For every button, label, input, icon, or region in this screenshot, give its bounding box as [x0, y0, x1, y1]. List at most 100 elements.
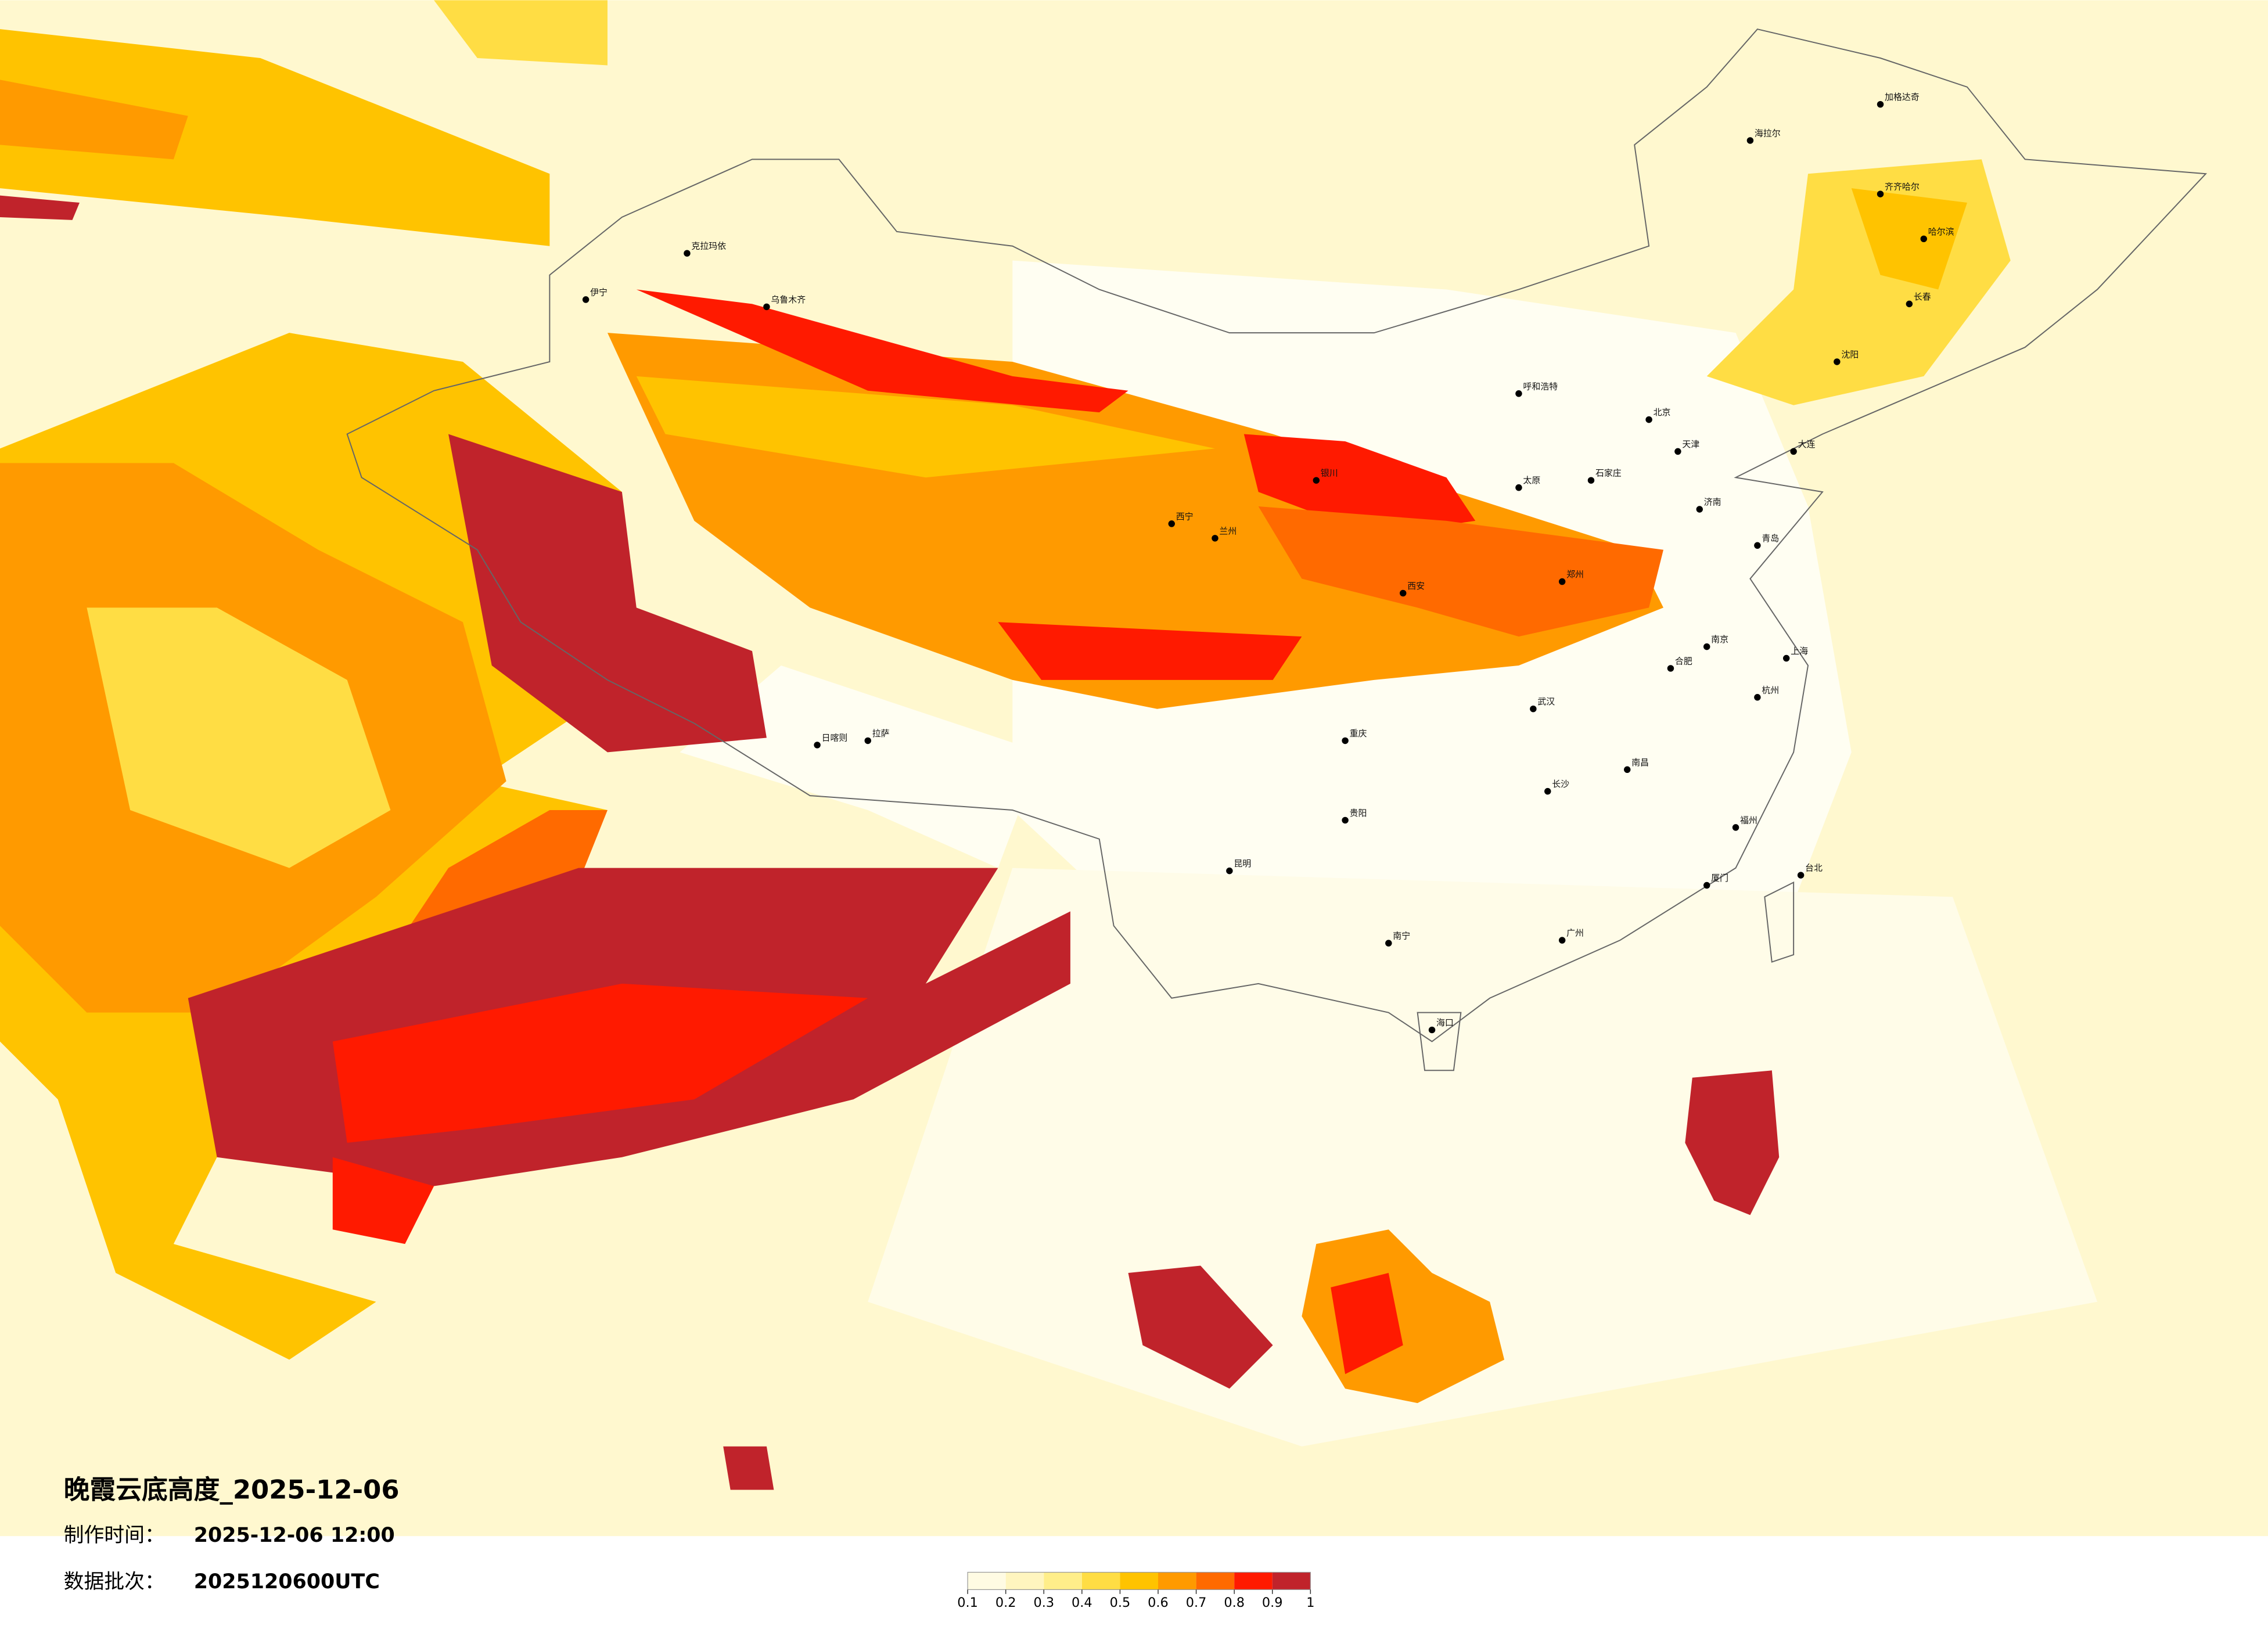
city-label: 杭州	[1762, 685, 1779, 695]
city-label: 齐齐哈尔	[1885, 182, 1920, 192]
city-dot	[1226, 867, 1233, 875]
city-label: 台北	[1805, 863, 1823, 873]
city-dot	[1877, 100, 1884, 108]
city-label: 日喀则	[822, 732, 848, 743]
city-dot	[1834, 358, 1841, 365]
city-dot	[1797, 872, 1805, 879]
colorbar-bin	[1272, 1572, 1311, 1590]
city-dot	[1515, 390, 1522, 397]
city-label: 乌鲁木齐	[771, 294, 806, 305]
city-label: 石家庄	[1595, 468, 1622, 479]
city-dot	[1385, 940, 1392, 947]
colorbar-bin	[1196, 1572, 1235, 1590]
city-dot	[1342, 816, 1349, 824]
city-label: 福州	[1740, 815, 1757, 825]
meta-value: 2025-12-06 12:00	[194, 1524, 395, 1547]
city-dot	[1754, 694, 1761, 701]
colorbar-tick-label: 0.4	[1072, 1595, 1092, 1610]
city-label: 拉萨	[872, 728, 890, 739]
city-label: 天津	[1682, 439, 1699, 449]
colorbar-bin	[1120, 1572, 1159, 1590]
city-label: 大连	[1798, 439, 1816, 449]
city-label: 呼和浩特	[1523, 381, 1558, 391]
city-label: 西宁	[1176, 511, 1194, 521]
city-dot	[1428, 1026, 1436, 1034]
city-label: 兰州	[1219, 526, 1237, 536]
city-label: 克拉玛依	[691, 241, 726, 251]
city-label: 南宁	[1393, 931, 1410, 941]
city-label: 郑州	[1566, 569, 1584, 580]
city-label: 西安	[1407, 581, 1425, 591]
meta-label: 数据批次：	[64, 1570, 165, 1593]
city-dot	[1674, 448, 1681, 455]
colorbar-bin	[1158, 1572, 1196, 1590]
city-dot	[1530, 705, 1537, 713]
city-label: 广州	[1566, 928, 1584, 938]
colorbar-tick-label: 0.7	[1186, 1595, 1207, 1610]
city-dot	[1168, 520, 1175, 527]
colorbar-tick-label: 0.3	[1033, 1595, 1054, 1610]
colorbar-tick-label: 0.8	[1224, 1595, 1245, 1610]
city-label: 重庆	[1350, 728, 1367, 739]
colorbar-bin	[1081, 1572, 1120, 1590]
city-label: 济南	[1704, 497, 1721, 508]
city-dot	[1558, 578, 1566, 585]
city-dot	[1696, 506, 1703, 513]
meta-label: 制作时间：	[64, 1524, 165, 1547]
city-label: 贵阳	[1350, 808, 1367, 818]
city-dot	[582, 296, 590, 303]
city-label: 合肥	[1675, 656, 1692, 666]
city-dot	[1920, 235, 1928, 243]
city-label: 北京	[1654, 407, 1671, 418]
city-dot	[1515, 484, 1522, 491]
city-label: 加格达奇	[1885, 92, 1920, 102]
city-label: 长春	[1914, 292, 1931, 302]
city-dot	[1732, 824, 1739, 831]
colorbar-bin	[1044, 1572, 1082, 1590]
colorbar-bin	[1005, 1572, 1044, 1590]
city-dot	[1399, 589, 1407, 597]
city-label: 银川	[1321, 468, 1338, 479]
city-label: 厦门	[1711, 873, 1728, 883]
city-dot	[1703, 882, 1710, 889]
city-dot	[1342, 737, 1349, 744]
colorbar: 0.1 0.2 0.3 0.4 0.5 0.6 0.7 0.8 0.9 1	[957, 1571, 1314, 1610]
city-dot	[1558, 937, 1566, 944]
city-label: 昆明	[1234, 858, 1251, 869]
colorbar-tick-label: 0.1	[957, 1595, 978, 1610]
city-label: 海拉尔	[1755, 128, 1781, 138]
city-label: 南昌	[1631, 757, 1649, 768]
city-dot	[1906, 300, 1913, 308]
city-label: 太原	[1523, 475, 1540, 485]
city-dot	[1782, 654, 1790, 662]
city-dot	[763, 303, 770, 311]
city-dot	[684, 250, 691, 257]
city-dot	[1877, 190, 1884, 197]
city-dot	[1624, 766, 1631, 774]
city-label: 哈尔滨	[1928, 226, 1954, 237]
meta-value: 2025120600UTC	[194, 1570, 380, 1593]
city-dot	[1667, 665, 1674, 672]
colorbar-tick-label: 0.2	[995, 1595, 1016, 1610]
city-dot	[1754, 542, 1761, 549]
borders	[346, 28, 2208, 1071]
field	[0, 0, 2268, 1537]
city-dot	[864, 737, 871, 744]
colorbar-frame	[967, 1571, 1311, 1590]
city-dot	[1587, 477, 1595, 484]
colorbar-tick-label: 0.9	[1262, 1595, 1283, 1610]
city-label: 南京	[1711, 634, 1728, 645]
city-dot	[1790, 448, 1797, 455]
city-dot	[1703, 643, 1710, 650]
city-dot	[1212, 535, 1219, 542]
city-dot	[1645, 416, 1652, 423]
city-dot	[1313, 477, 1320, 484]
city-dot	[814, 742, 821, 749]
city-label: 长沙	[1552, 779, 1569, 789]
city-label: 上海	[1791, 646, 1808, 656]
colorbar-tick-label: 1	[1306, 1595, 1314, 1610]
city-dot	[1746, 137, 1754, 144]
